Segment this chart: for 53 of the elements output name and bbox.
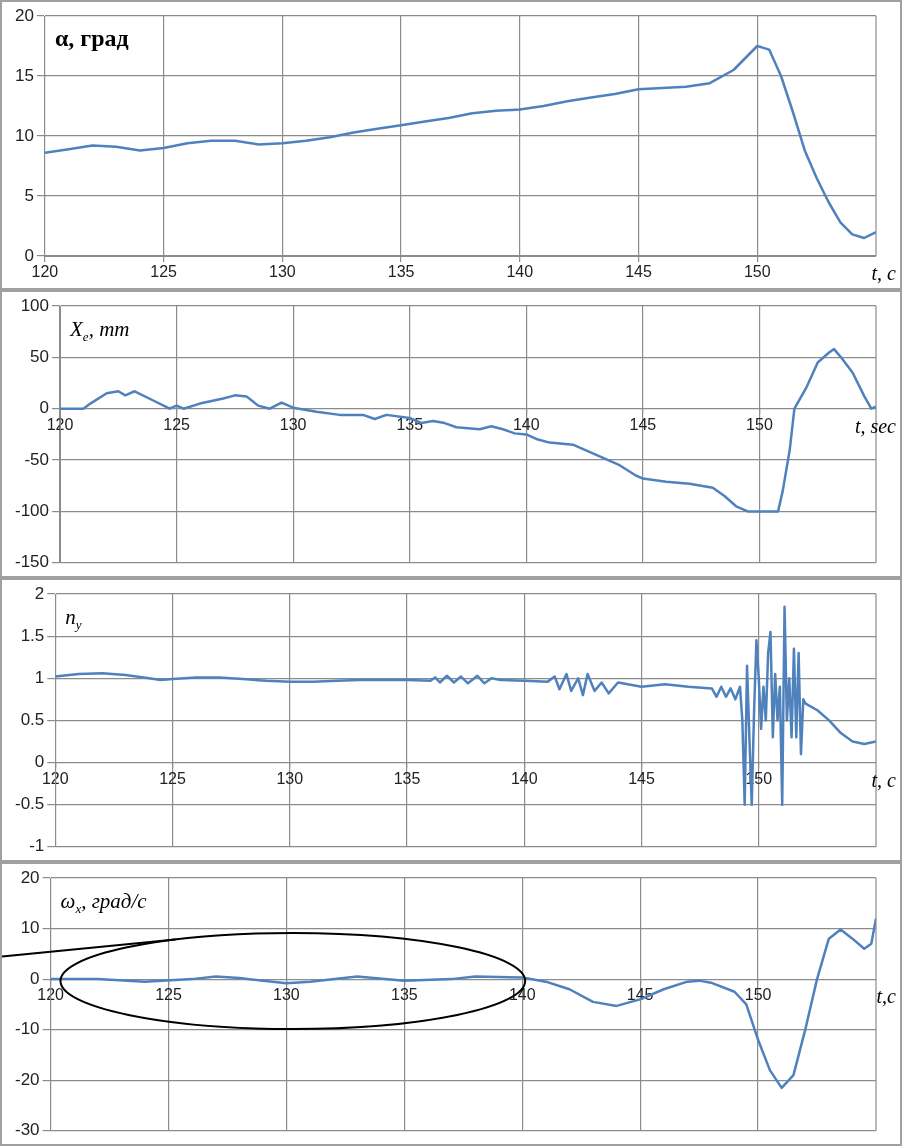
y-tick-label: 0: [24, 245, 34, 265]
y-tick-label: 100: [20, 295, 50, 315]
x-tick-label: 120: [41, 769, 69, 787]
y-tick-label: 50: [30, 347, 50, 367]
x-tick-label: 120: [37, 986, 65, 1004]
x-tick-label: 120: [46, 415, 74, 433]
x-tick-label: 130: [269, 263, 296, 281]
x-tick-label: 145: [629, 415, 657, 433]
y-tick-label: -0.5: [15, 794, 45, 814]
y-tick-label: 1.5: [20, 625, 45, 645]
x-tick-label: 135: [387, 263, 415, 281]
x-tick-label: 125: [163, 415, 191, 433]
x-tick-label: 145: [628, 769, 655, 787]
y-tick-label: 1: [34, 667, 45, 687]
y-tick-label: -30: [14, 1120, 40, 1140]
x-tick-label: 135: [393, 769, 421, 787]
y-tick-label: -10: [14, 1019, 40, 1039]
x-tick-label: 150: [744, 986, 772, 1004]
y-tick-label: 20: [20, 867, 40, 887]
y-tick-label: 2: [34, 583, 45, 603]
x-tick-label: 120: [31, 263, 59, 281]
x-tick-label: 135: [390, 986, 418, 1004]
y-axis-title: α, град: [54, 25, 129, 51]
x-tick-label: 150: [746, 415, 773, 433]
x-tick-label: 145: [625, 263, 652, 281]
y-tick-label: 0: [30, 968, 40, 988]
x-axis-title: t,с: [876, 985, 897, 1008]
x-axis-title: t, sec: [854, 414, 897, 437]
y-tick-label: 5: [24, 185, 34, 205]
x-tick-label: 140: [510, 769, 538, 787]
y-tick-label: -50: [24, 449, 50, 469]
y-tick-label: 0: [39, 398, 50, 418]
x-tick-label: 125: [159, 769, 186, 787]
x-tick-label: 125: [155, 986, 182, 1004]
y-tick-label: 0: [34, 752, 45, 772]
x-axis-title: t, с: [871, 262, 897, 284]
y-tick-label: -150: [14, 552, 50, 572]
x-tick-label: 130: [279, 415, 307, 433]
y-tick-label: 20: [14, 5, 34, 25]
x-tick-label: 150: [743, 263, 771, 281]
x-tick-label: 130: [276, 769, 304, 787]
x-axis-title: t, с: [871, 768, 897, 791]
y-tick-label: 15: [14, 65, 34, 85]
x-tick-label: 140: [506, 263, 534, 281]
y-tick-label: 10: [14, 125, 34, 145]
x-tick-label: 125: [150, 263, 178, 281]
y-tick-label: -100: [14, 501, 50, 521]
x-tick-label: 140: [512, 415, 540, 433]
x-tick-label: 130: [273, 986, 300, 1004]
y-tick-label: 10: [20, 918, 40, 938]
y-tick-label: -1: [29, 836, 45, 856]
y-tick-label: -20: [14, 1069, 40, 1089]
y-tick-label: 0.5: [20, 710, 45, 730]
